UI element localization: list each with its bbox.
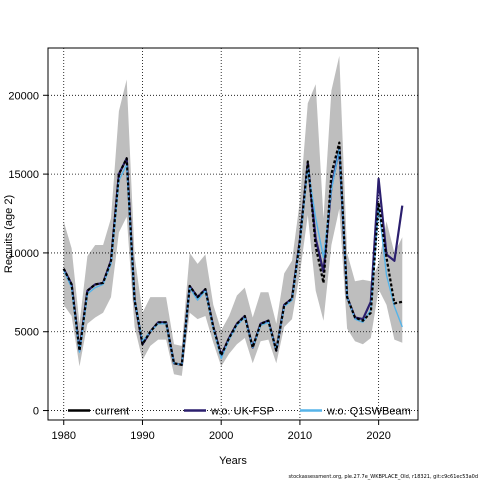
confidence-band-layer — [63, 55, 403, 376]
series-layer — [62, 141, 404, 366]
x-tick-label: 1990 — [130, 430, 154, 442]
x-tick-label: 1980 — [52, 430, 76, 442]
y-tick-label: 15000 — [8, 169, 39, 181]
y-tick-label: 20000 — [8, 90, 39, 102]
x-axis-title: Years — [219, 455, 247, 467]
confidence-band — [63, 55, 403, 376]
x-tick-label: 2000 — [209, 430, 233, 442]
series-line-current — [62, 141, 403, 366]
x-tick-label: 2020 — [366, 430, 390, 442]
axes-layer: 1980 1990 2000 2010 2020 0 5000 10000 15000 20000 — [8, 90, 390, 442]
legend-label: w.o. UK-FSP — [210, 406, 274, 418]
y-axis-title: Recruits (age 2) — [3, 195, 15, 273]
legend: current w.o. UK-FSP w.o. Q1SWBeam — [68, 406, 411, 418]
grid-layer — [48, 48, 418, 420]
y-tick-label: 10000 — [8, 248, 39, 260]
y-tick-label: 5000 — [15, 327, 39, 339]
x-tick-label: 2010 — [288, 430, 312, 442]
plot-frame — [47, 47, 419, 421]
legend-label: current — [95, 406, 129, 418]
y-tick-label: 0 — [33, 406, 39, 418]
footnote: stockassessment.org, ple.27.7e_WKBPLACE_… — [289, 474, 478, 480]
legend-label: w.o. Q1SWBeam — [326, 406, 411, 418]
